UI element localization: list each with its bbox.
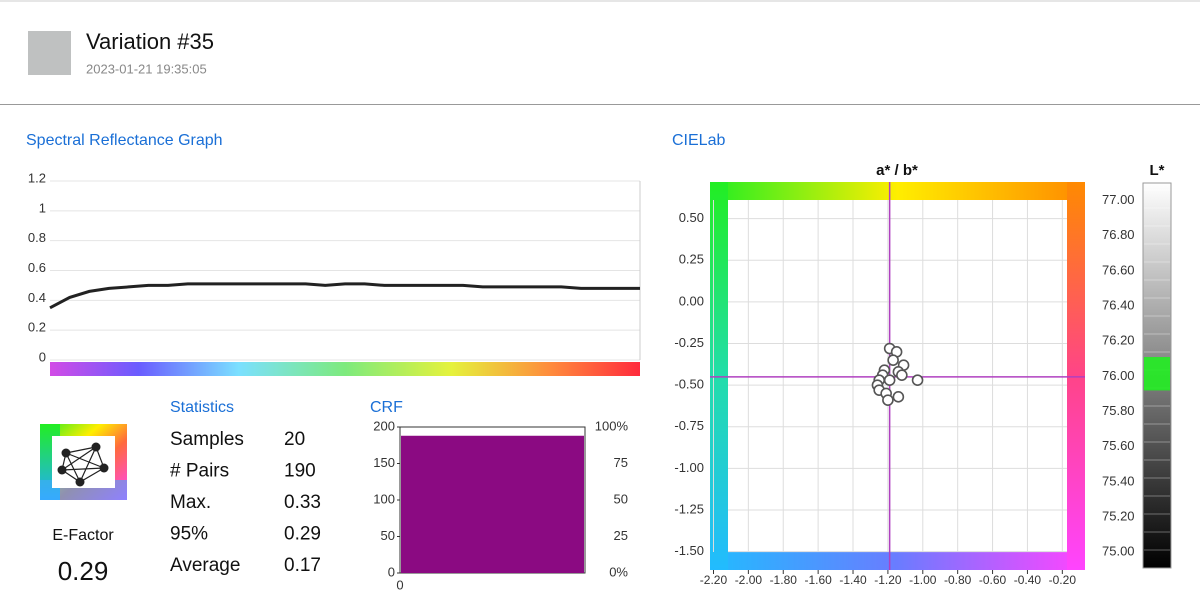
x-tick-label: -2.00 xyxy=(735,573,763,587)
y2-tick-label: 25 xyxy=(614,528,628,543)
y-tick-label: 200 xyxy=(373,418,395,433)
swatch xyxy=(28,31,71,75)
sample-point xyxy=(892,391,905,403)
x-tick-label: -2.20 xyxy=(700,573,728,587)
sample-point xyxy=(882,394,894,406)
y-tick-label: 75.80 xyxy=(1102,403,1135,418)
chart-subtitle: a* / b* xyxy=(876,162,918,179)
x-tick-label: -1.80 xyxy=(770,573,798,587)
section-title: Statistics xyxy=(170,399,234,416)
y-tick-label: 76.20 xyxy=(1102,333,1135,348)
y-tick-label: 75.20 xyxy=(1102,508,1135,523)
y2-tick-label: 0% xyxy=(609,564,628,579)
stat-value: 0.33 xyxy=(284,492,321,513)
stat-label: Samples xyxy=(170,429,244,450)
e-factor-label: E-Factor xyxy=(52,527,114,544)
sample-point xyxy=(896,369,908,381)
y2-tick-label: 75 xyxy=(614,455,628,470)
section-title: Spectral Reflectance Graph xyxy=(26,132,223,149)
y2-tick-label: 50 xyxy=(614,491,628,506)
x-tick-label: -0.60 xyxy=(979,573,1007,587)
x-tick-label: -0.80 xyxy=(944,573,972,587)
y-tick-label: 150 xyxy=(373,455,395,470)
y-tick-label: -1.50 xyxy=(674,543,704,558)
reflectance-line xyxy=(49,282,640,310)
stat-label: Average xyxy=(170,555,240,576)
x-tick-label: -1.60 xyxy=(804,573,832,587)
stat-label: # Pairs xyxy=(170,461,229,482)
bar xyxy=(401,435,584,573)
l-range xyxy=(1144,357,1170,391)
x-tick-label: -1.00 xyxy=(909,573,937,587)
y-tick-label: 77.00 xyxy=(1102,192,1135,207)
stat-value: 0.29 xyxy=(284,524,321,545)
y-tick-label: 0.8 xyxy=(28,230,46,245)
stat-value: 190 xyxy=(284,461,316,482)
y-tick-label: -1.00 xyxy=(674,460,704,475)
y-tick-label: 0.2 xyxy=(28,320,46,335)
y-tick-label: 75.40 xyxy=(1102,473,1135,488)
page-title: Variation #35 xyxy=(86,29,214,54)
section-title: CRF xyxy=(370,399,403,416)
y-tick-label: -1.25 xyxy=(674,501,704,516)
stat-value: 0.17 xyxy=(284,555,321,576)
y-tick-label: 76.00 xyxy=(1102,368,1135,383)
sample-point xyxy=(911,374,924,386)
timestamp: 2023-01-21 19:35:05 xyxy=(86,61,207,76)
y-tick-label: 50 xyxy=(381,528,395,543)
y-tick-label: 0.25 xyxy=(679,252,704,267)
section-title: CIELab xyxy=(672,132,725,149)
y2-tick-label: 100% xyxy=(595,418,629,433)
y-tick-label: 0.4 xyxy=(28,290,46,305)
x-tick-label: -0.20 xyxy=(1049,573,1077,587)
y-tick-label: 100 xyxy=(373,491,395,506)
y-tick-label: 1 xyxy=(39,200,46,215)
y-tick-label: 0.50 xyxy=(679,210,704,225)
y-tick-label: 76.60 xyxy=(1102,262,1135,277)
y-tick-label: 76.80 xyxy=(1102,227,1135,242)
y-tick-label: 75.00 xyxy=(1102,544,1135,559)
y-tick-label: 75.60 xyxy=(1102,438,1135,453)
sample-point xyxy=(887,354,899,366)
spectrum-strip xyxy=(50,362,640,376)
y-tick-label: 76.40 xyxy=(1102,297,1135,312)
stat-label: 95% xyxy=(170,524,208,545)
sample-point xyxy=(883,374,896,386)
y-tick-label: 0 xyxy=(388,564,395,579)
y-tick-label: -0.50 xyxy=(674,377,704,392)
y-tick-label: -0.75 xyxy=(674,418,704,433)
x-tick-label: -0.40 xyxy=(1014,573,1042,587)
x-tick-label: -1.40 xyxy=(839,573,867,587)
y-tick-label: 1.2 xyxy=(28,170,46,185)
y-tick-label: 0.6 xyxy=(28,260,46,275)
x-tick-label: 0 xyxy=(396,577,403,592)
y-tick-label: 0.00 xyxy=(679,293,704,308)
x-tick-label: -1.20 xyxy=(874,573,902,587)
chart-title: L* xyxy=(1150,162,1165,179)
y-tick-label: -0.25 xyxy=(674,335,704,350)
e-factor-value: 0.29 xyxy=(58,556,109,586)
e-factor-icon xyxy=(40,424,127,500)
stat-value: 20 xyxy=(284,429,305,450)
y-tick-label: 0 xyxy=(39,349,46,364)
stat-label: Max. xyxy=(170,492,211,513)
